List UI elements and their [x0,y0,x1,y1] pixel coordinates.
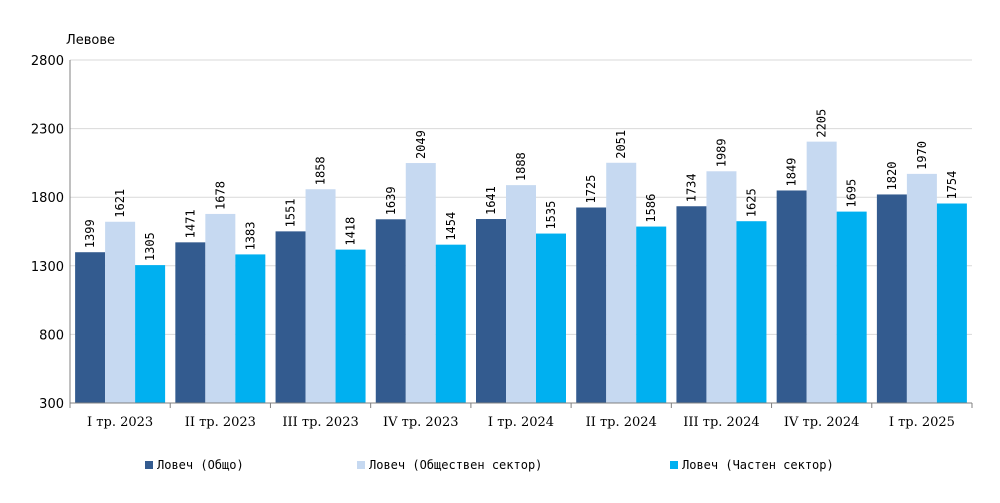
data-label: 1970 [915,141,929,170]
data-label: 1621 [113,189,127,218]
bar [736,221,767,403]
data-label: 1820 [885,162,899,191]
data-label: 2049 [414,130,428,159]
legend-label: Ловеч (Обществен сектор) [369,458,542,472]
y-tick-label: 2800 [31,54,64,69]
bar [506,185,536,403]
x-category-label: III тр. 2024 [683,415,759,430]
bar [335,249,366,403]
data-label: 1586 [644,194,658,223]
data-label: 1454 [444,212,458,241]
bar [906,173,937,403]
bar [536,233,566,403]
data-label: 1305 [143,232,157,261]
data-label: 1725 [584,175,598,204]
data-label: 1625 [744,188,758,217]
data-label: 1399 [83,219,97,248]
bar [205,213,236,403]
data-labels: 1399 1621 1305 1471 1678 1383 1551 1858 1418 1639… [83,109,959,261]
bar [606,162,637,403]
data-label: 1639 [384,186,398,215]
bar [636,226,667,403]
y-tick-label: 300 [39,397,64,412]
bar [375,219,406,403]
x-category-label: I тр. 2024 [488,415,554,430]
bar [75,252,106,403]
bar [235,254,266,403]
bar [305,189,336,403]
data-label: 2051 [614,130,628,159]
bar [435,244,466,403]
x-category-label: II тр. 2023 [185,415,256,430]
bar [275,231,306,403]
legend-item: Ловеч (Общо) [145,458,244,472]
legend-swatch [357,461,365,469]
legend-item: Ловеч (Обществен сектор) [357,458,542,472]
x-category-label: III тр. 2023 [282,415,358,430]
data-label: 1418 [344,217,358,246]
legend-swatch [670,461,678,469]
data-label: 1754 [945,171,959,200]
y-tick-label: 2300 [31,123,64,138]
data-label: 2205 [815,109,829,138]
legend-swatch [145,461,153,469]
bar [706,171,737,403]
data-label: 1858 [314,156,328,185]
bar [836,211,867,403]
bar [105,221,136,403]
axes [69,60,973,408]
x-axis-categories: I тр. 2023 II тр. 2023 III тр. 2023 IV тр. … [87,415,955,430]
bar [576,207,607,403]
bar [936,203,967,403]
data-label: 1989 [714,138,728,167]
x-category-label: I тр. 2023 [87,415,153,430]
y-axis-unit-label: Левове [66,33,115,48]
data-label: 1695 [845,179,859,208]
data-label: 1551 [284,198,298,227]
x-category-label: IV тр. 2023 [383,415,459,430]
legend: Ловеч (Общо) Ловеч (Обществен сектор) Лове… [145,458,834,472]
legend-label: Ловеч (Частен сектор) [682,458,834,472]
legend-label: Ловеч (Общо) [157,458,244,472]
y-axis-ticks: 300 800 1300 1800 2300 2800 [31,54,64,412]
y-tick-label: 1800 [31,191,64,206]
bar [476,219,506,403]
data-label: 1383 [243,222,257,251]
bar [876,194,907,403]
bar [806,141,837,403]
data-label: 1641 [484,186,498,215]
data-label: 1678 [213,181,227,210]
y-tick-label: 800 [39,328,64,343]
data-label: 1734 [684,173,698,202]
bar [135,265,166,403]
bar [175,242,206,403]
data-label: 1535 [544,201,558,230]
legend-item: Ловеч (Частен сектор) [670,458,834,472]
x-category-label: I тр. 2025 [889,415,955,430]
bar [405,163,436,403]
data-label: 1471 [183,209,197,238]
x-category-label: IV тр. 2024 [784,415,860,430]
bar [776,190,807,403]
y-tick-label: 1300 [31,260,64,275]
bars [75,141,967,403]
bar [676,206,707,403]
data-label: 1888 [514,152,528,181]
x-category-label: II тр. 2024 [586,415,657,430]
data-label: 1849 [785,158,799,187]
